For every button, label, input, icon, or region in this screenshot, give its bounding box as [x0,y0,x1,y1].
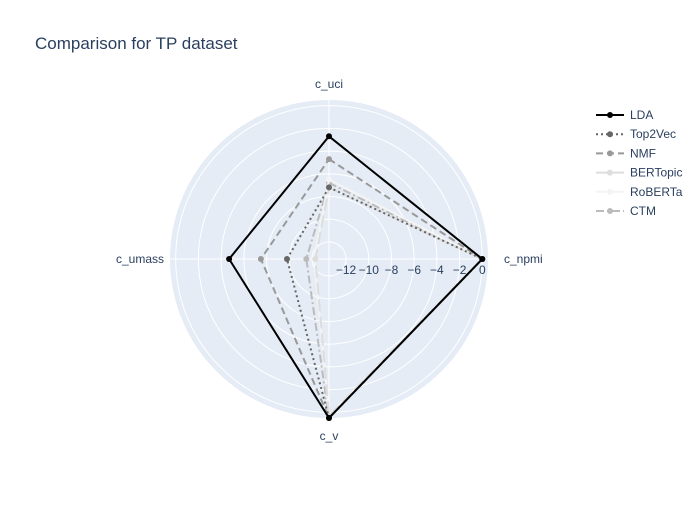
angular-axis-label: c_npmi [504,252,543,266]
series-point-nmf [326,156,332,163]
legend-swatch-marker [607,150,613,157]
radial-tick-label: −12 [336,263,357,277]
legend-swatch-marker [607,188,613,195]
legend-label: Top2Vec [630,127,676,141]
legend-item-lda[interactable]: LDA [596,108,653,122]
series-point-top2vec [284,256,290,262]
series-point-lda [326,415,332,421]
legend-label: CTM [630,204,656,218]
series-point-roberta [326,176,332,183]
radial-tick-label: −2 [453,263,467,277]
angular-axis-label: c_umass [116,252,164,266]
legend-swatch-marker [607,208,613,214]
series-line-ctm [305,182,484,421]
series-point-lda [326,133,332,140]
legend-item-ctm[interactable]: CTM [596,204,656,218]
chart-title: Comparison for TP dataset [35,34,238,53]
series-point-nmf [257,256,264,262]
radial-tick-label: −6 [407,263,421,277]
radial-tick-label: −4 [430,263,444,277]
legend-label: LDA [630,108,653,122]
legend-item-bertopic[interactable]: BERTopic [596,166,682,180]
series-point-lda [226,256,233,262]
series-line-bertopic [314,186,485,418]
legend-item-nmf[interactable]: NMF [596,146,656,160]
legend-item-top2vec[interactable]: Top2Vec [596,127,676,141]
series-line-nmf [259,158,484,420]
radial-tick-label: −8 [385,263,399,277]
series-point-ctm [303,256,310,262]
legend-swatch-marker [607,112,613,118]
legend-swatch-marker [607,169,613,176]
legend-swatch-marker [607,131,613,138]
angular-axis-label: c_uci [315,77,343,91]
radial-tick-label: −10 [359,263,380,277]
series-point-bertopic [312,256,319,262]
series-point-lda [479,256,486,262]
series-point-top2vec [326,184,332,191]
angular-axis-label: c_v [320,429,339,443]
legend-item-roberta[interactable]: RoBERTa [596,185,683,199]
legend-label: BERTopic [630,166,682,180]
legend-label: NMF [630,146,656,160]
legend-label: RoBERTa [630,185,683,199]
radial-tick-label: 0 [479,263,486,277]
